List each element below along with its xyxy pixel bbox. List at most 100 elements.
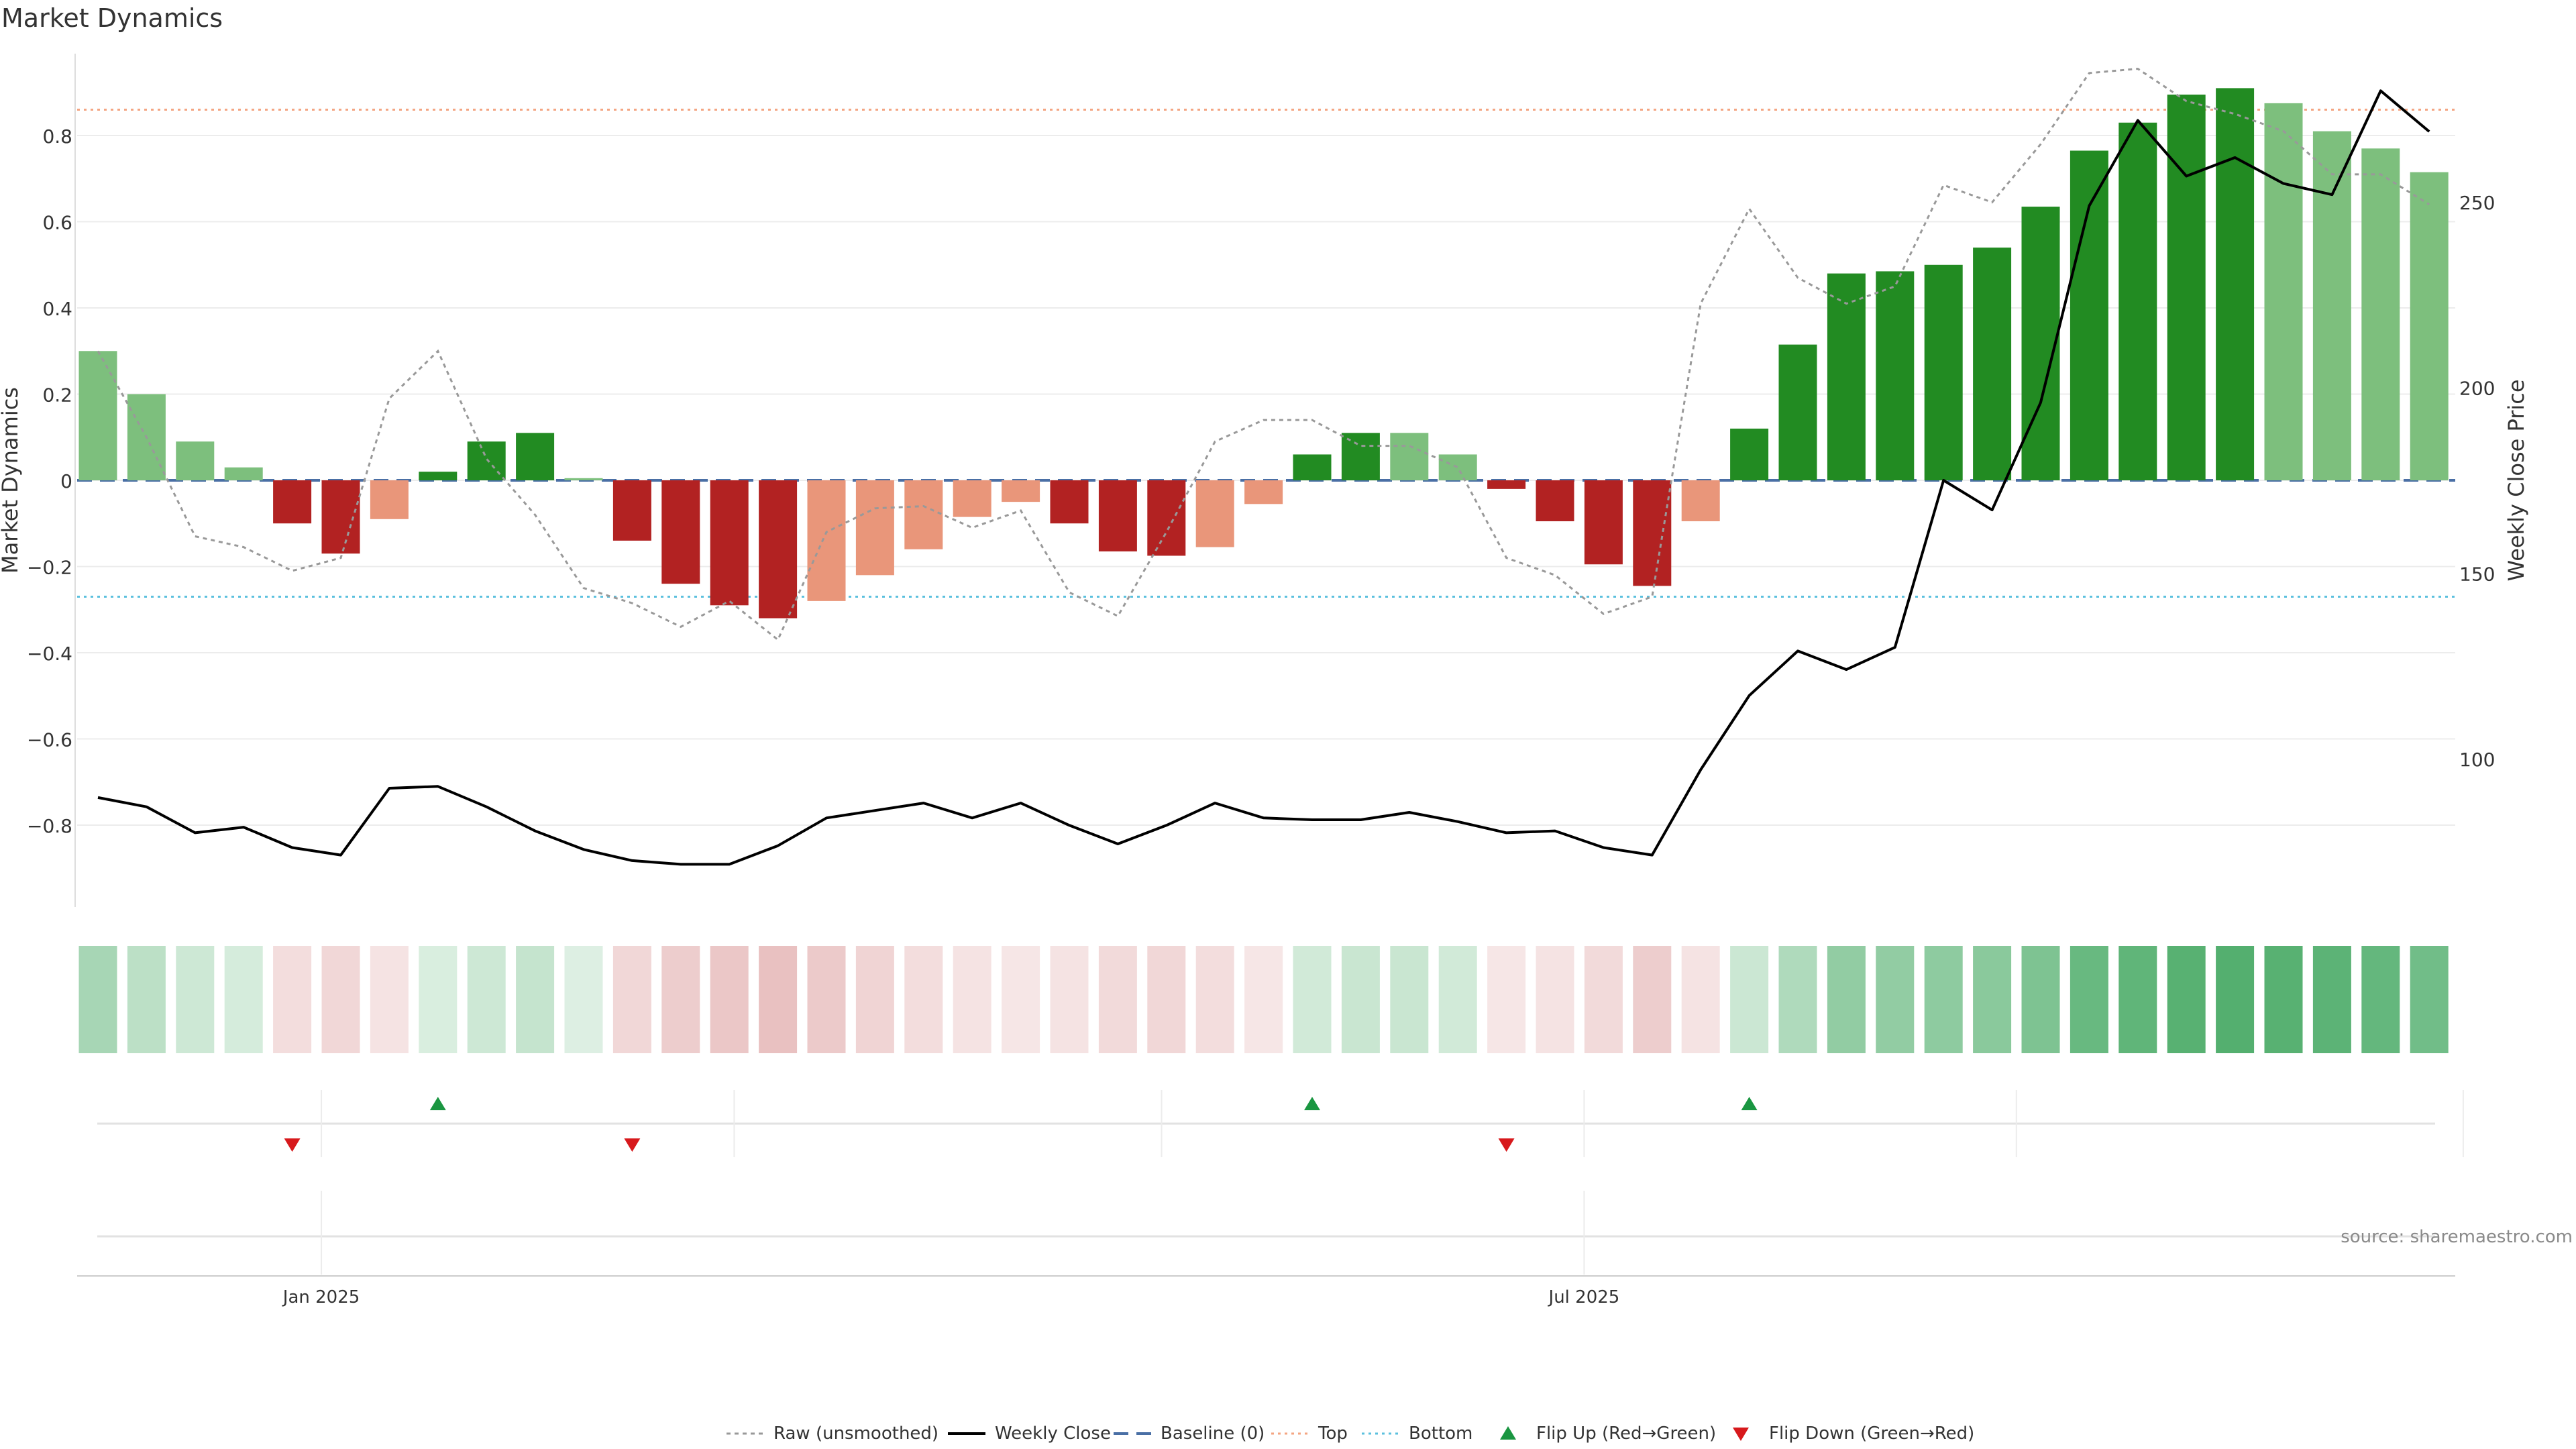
heat-cell: [1536, 946, 1574, 1053]
flip-up-marker: [429, 1097, 446, 1110]
momentum-bar: [855, 480, 894, 576]
y-axis-label: Market Dynamics: [0, 387, 23, 574]
y2-axis-ticks: 100 150 200 250: [2459, 192, 2495, 771]
legend-label: Baseline (0): [1161, 1424, 1265, 1444]
legend: Raw (unsmoothed) Weekly Close Baseline (0)…: [727, 1424, 1974, 1444]
y2-tick-label: 100: [2459, 749, 2495, 771]
y2-tick-label: 250: [2459, 192, 2495, 214]
weekly-close-layer: [97, 89, 2430, 866]
source-credit: source: sharemaestro.com: [2341, 1227, 2573, 1247]
momentum-bar: [2216, 88, 2255, 481]
heat-cell: [176, 946, 215, 1053]
momentum-bar: [1827, 273, 1866, 480]
heat-cell: [710, 946, 749, 1053]
heat-cell: [1341, 946, 1380, 1053]
raw-unsmoothed-line: [97, 67, 2430, 642]
momentum-bar: [2070, 150, 2108, 480]
momentum-bar: [1973, 248, 2012, 480]
momentum-bar: [1876, 271, 1915, 480]
momentum-bar: [1293, 454, 1332, 480]
heat-cell: [2021, 946, 2060, 1053]
heat-cell: [1633, 946, 1672, 1053]
heat-cell: [2167, 946, 2206, 1053]
y-tick-label: 0.2: [42, 384, 72, 407]
flip-down-marker: [284, 1138, 301, 1152]
heat-cell: [78, 946, 117, 1053]
momentum-bar: [564, 478, 603, 480]
heat-cell: [759, 946, 798, 1053]
heat-cell: [855, 946, 894, 1053]
heat-cell: [1195, 946, 1234, 1053]
y-tick-label: −0.2: [27, 556, 72, 578]
flip-down-marker: [1498, 1138, 1515, 1152]
heat-cell: [1390, 946, 1429, 1053]
heat-cell: [2070, 946, 2108, 1053]
momentum-bar: [953, 480, 991, 517]
heat-cell: [1002, 946, 1040, 1053]
y-tick-label: 0.4: [42, 298, 72, 320]
momentum-bar: [2167, 95, 2206, 481]
heat-cell: [2118, 946, 2157, 1053]
heat-cell: [1730, 946, 1769, 1053]
empty-timeline-panel: [97, 1191, 2435, 1275]
heat-cell: [127, 946, 166, 1053]
momentum-bar: [1147, 480, 1186, 556]
momentum-bar: [2361, 148, 2400, 481]
momentum-bar: [273, 480, 312, 524]
chart-title: Market Dynamics: [1, 3, 223, 33]
momentum-bar: [1341, 433, 1380, 480]
legend-label: Top: [1318, 1424, 1348, 1444]
momentum-bar: [516, 433, 555, 480]
heat-cell: [1147, 946, 1186, 1053]
momentum-bar: [1195, 480, 1234, 547]
y2-tick-label: 200: [2459, 378, 2495, 400]
legend-label: Flip Up (Red→Green): [1536, 1424, 1716, 1444]
momentum-bar: [1487, 480, 1526, 489]
flip-up-marker: [1741, 1097, 1758, 1110]
heat-cell: [467, 946, 506, 1053]
heat-cell: [612, 946, 651, 1053]
momentum-bar: [1633, 480, 1672, 586]
momentum-bar: [2021, 207, 2060, 480]
heat-cell: [1098, 946, 1137, 1053]
heat-cell: [321, 946, 360, 1053]
y2-axis-label: Weekly Close Price: [2504, 379, 2529, 581]
heat-cell: [2216, 946, 2255, 1053]
legend-label: Raw (unsmoothed): [773, 1424, 938, 1444]
heat-cell: [564, 946, 603, 1053]
raw-series-layer: [97, 67, 2430, 642]
momentum-bar: [1536, 480, 1574, 522]
y-axis-ticks: −0.8 −0.6 −0.4 −0.2 0 0.2 0.4 0.6 0.8: [27, 125, 72, 837]
y-tick-label: −0.6: [27, 729, 72, 751]
legend-label: Flip Down (Green→Red): [1769, 1424, 1974, 1444]
momentum-bar: [1098, 480, 1137, 551]
heat-cell: [1778, 946, 1817, 1053]
momentum-bar: [1002, 480, 1040, 502]
heat-cell: [2264, 946, 2303, 1053]
momentum-bar: [1050, 480, 1089, 524]
heat-cell: [1973, 946, 2012, 1053]
momentum-bar: [1244, 480, 1283, 504]
heat-cell: [1050, 946, 1089, 1053]
momentum-bar: [1730, 428, 1769, 480]
momentum-bar: [661, 480, 700, 584]
legend-swatch: [1733, 1428, 1749, 1441]
heat-cell: [661, 946, 700, 1053]
heat-cell: [516, 946, 555, 1053]
flip-up-marker: [1304, 1097, 1320, 1110]
x-tick-label: Jan 2025: [282, 1287, 360, 1307]
momentum-bar: [759, 480, 798, 619]
momentum-bar: [224, 467, 263, 480]
momentum-bar: [2410, 172, 2449, 480]
legend-label: Weekly Close: [995, 1424, 1111, 1444]
momentum-heat-strip: [78, 946, 2449, 1053]
momentum-bar: [176, 441, 215, 480]
y-tick-label: −0.8: [27, 815, 72, 837]
legend-swatch: [1500, 1426, 1516, 1440]
heat-cell: [2312, 946, 2351, 1053]
x-axis-ticks: Jan 2025 Jul 2025: [282, 1287, 1620, 1307]
momentum-bar: [2118, 122, 2157, 481]
momentum-bars: [78, 88, 2449, 619]
heat-cell: [1924, 946, 1963, 1053]
heat-cell: [807, 946, 846, 1053]
